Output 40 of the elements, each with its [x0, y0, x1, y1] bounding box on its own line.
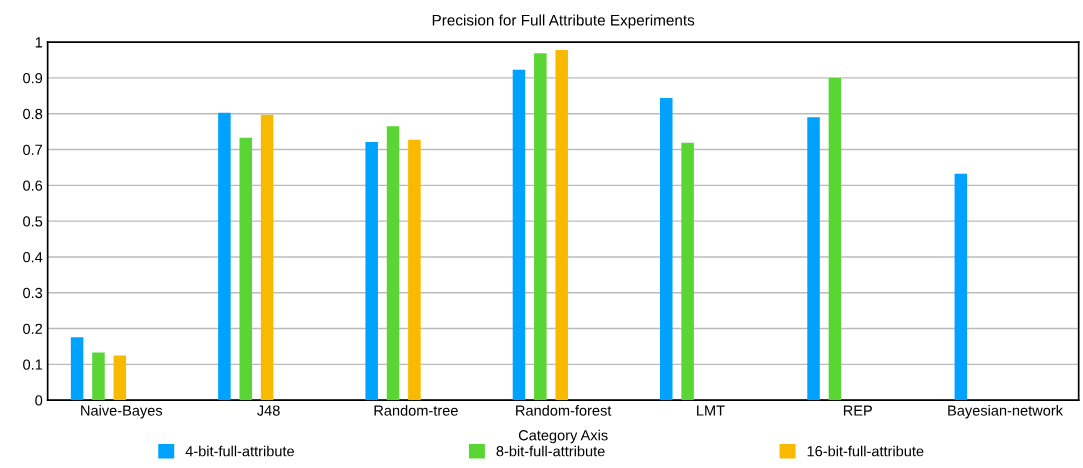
y-tick-label: 0.1	[23, 359, 43, 370]
legend-label: 16-bit-full-attribute	[807, 445, 924, 457]
y-tick-label: 0	[35, 395, 43, 406]
x-tick-label: Random-tree	[374, 405, 458, 416]
bar	[954, 173, 968, 401]
bar	[408, 139, 421, 401]
y-tick-label: 0.6	[23, 180, 43, 191]
y-tick-label: 0.7	[23, 144, 43, 155]
bar	[555, 50, 568, 401]
bar	[260, 114, 274, 401]
bar	[807, 117, 820, 401]
x-tick-label: LMT	[697, 405, 725, 416]
legend-label: 8-bit-full-attribute	[496, 445, 605, 457]
y-tick-label: 0.2	[23, 323, 43, 334]
bar	[828, 77, 842, 401]
bar	[239, 137, 253, 401]
bar	[113, 355, 127, 401]
x-tick-label: Naive-Bayes	[81, 405, 163, 419]
x-tick-label: Bayesian-network	[948, 405, 1063, 419]
x-tick-label: REP	[843, 405, 872, 416]
x-tick-label: Random-forest	[516, 405, 612, 416]
y-tick-label: 1	[35, 37, 43, 48]
y-tick-label: 0.3	[23, 287, 43, 299]
bar	[92, 352, 105, 401]
y-tick-label: 0.5	[23, 216, 43, 227]
legend-label: 4-bit-full-attribute	[185, 445, 294, 457]
y-tick-label: 0.8	[23, 108, 43, 120]
bar	[681, 142, 694, 401]
bar	[218, 112, 231, 401]
bar	[70, 337, 84, 401]
x-axis-title: Category Axis	[518, 429, 608, 444]
bar	[365, 142, 378, 401]
bar	[386, 126, 400, 401]
bar	[660, 97, 673, 401]
y-tick-label: 0.4	[23, 252, 43, 263]
bar	[534, 53, 547, 401]
y-tick-label: 0.9	[23, 73, 43, 84]
chart-title: Precision for Full Attribute Experiments	[432, 14, 695, 29]
x-tick-label: J48	[257, 405, 280, 416]
bar	[512, 69, 526, 401]
